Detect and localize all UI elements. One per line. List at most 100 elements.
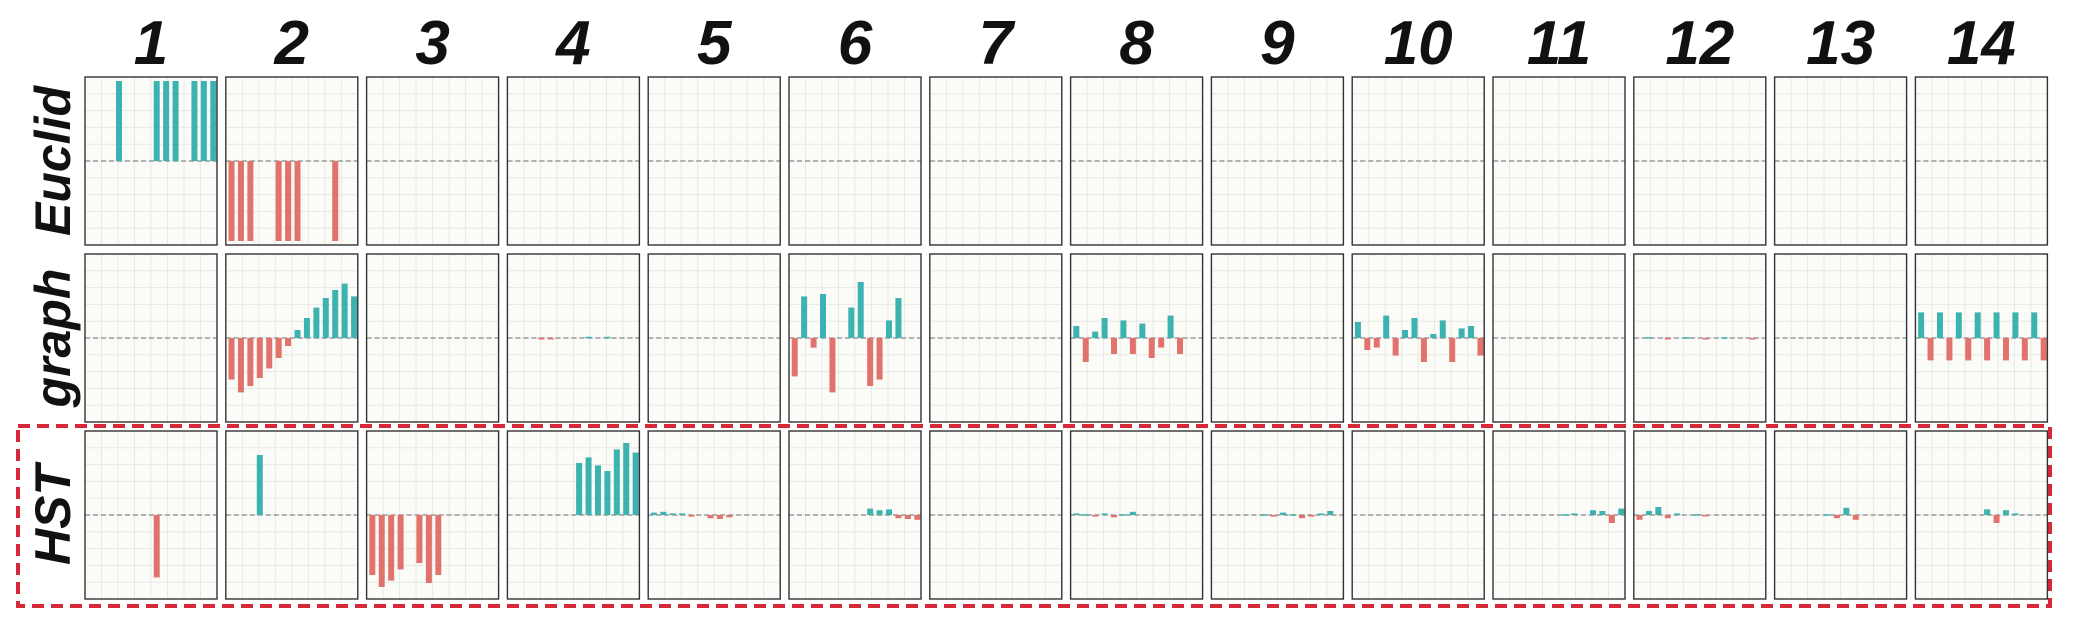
- panel-frame: [506, 76, 641, 246]
- column-label: 3: [415, 9, 449, 78]
- bar: [1468, 326, 1475, 338]
- bar: [116, 81, 122, 161]
- bar: [210, 81, 217, 161]
- bar: [1618, 508, 1625, 515]
- panel-frame: [1210, 253, 1345, 423]
- bar: [650, 512, 657, 515]
- bar: [1411, 318, 1418, 338]
- bar: [1327, 511, 1334, 515]
- bar: [1458, 328, 1465, 338]
- bar: [1965, 338, 1972, 361]
- bar: [341, 283, 348, 338]
- bar: [332, 290, 339, 338]
- bar: [1599, 511, 1606, 515]
- bar: [1984, 509, 1991, 515]
- bar: [1280, 512, 1287, 515]
- column-label: 12: [1665, 9, 1734, 78]
- panel-frame: [1351, 76, 1485, 246]
- panel-frame: [1069, 430, 1204, 600]
- panel-frame: [225, 253, 359, 423]
- highlight-box: [16, 424, 2052, 608]
- bar: [886, 320, 892, 338]
- bar: [1636, 515, 1643, 520]
- bar: [1167, 315, 1174, 338]
- bar: [237, 338, 244, 393]
- column-label: 2: [274, 9, 309, 78]
- bar: [1608, 515, 1615, 523]
- panel-frame: [365, 430, 500, 600]
- bar: [1120, 514, 1127, 516]
- bar: [1702, 515, 1709, 517]
- bar: [1148, 338, 1155, 358]
- bar: [200, 81, 207, 161]
- bar: [1918, 312, 1925, 338]
- bar: [707, 515, 714, 519]
- bar: [1645, 337, 1652, 339]
- bar: [1073, 326, 1080, 338]
- bar: [904, 515, 911, 519]
- bar: [1936, 312, 1943, 338]
- bar: [1824, 514, 1831, 516]
- column-label: 10: [1384, 9, 1453, 78]
- bar: [1927, 338, 1934, 361]
- bar: [2021, 338, 2028, 361]
- bar: [266, 338, 273, 369]
- bar: [876, 510, 883, 515]
- bar: [2002, 338, 2009, 361]
- panel-frame: [1492, 253, 1626, 423]
- bar: [547, 338, 554, 340]
- panel-frame: [647, 76, 781, 246]
- bar: [1664, 338, 1671, 340]
- bar: [1270, 515, 1277, 517]
- panel-frame: [365, 253, 500, 423]
- bar: [303, 318, 310, 338]
- row-label: HST: [25, 461, 81, 565]
- bar: [2012, 513, 2019, 515]
- panel-frame: [1773, 253, 1908, 423]
- bar: [228, 338, 235, 380]
- panel-frame: [1069, 76, 1204, 246]
- bar: [829, 338, 836, 393]
- bar: [1664, 515, 1671, 519]
- bar: [1139, 323, 1146, 338]
- bar: [378, 515, 385, 587]
- bar: [2031, 312, 2038, 338]
- column-label: 9: [1260, 9, 1295, 78]
- bar: [1984, 338, 1991, 361]
- bar: [576, 463, 583, 515]
- row-label: Euclid: [25, 85, 81, 236]
- bar: [791, 338, 798, 377]
- bar: [613, 449, 620, 515]
- bar: [416, 515, 423, 563]
- panel-frame: [788, 76, 922, 246]
- column-label: 5: [697, 9, 733, 78]
- panel-frame: [506, 253, 641, 423]
- panel-frame: [1914, 430, 2049, 600]
- bar: [1974, 312, 1981, 338]
- bar: [1373, 338, 1380, 348]
- bar: [1946, 338, 1953, 361]
- bar: [2012, 312, 2019, 338]
- bar: [1833, 515, 1840, 519]
- bar: [1439, 320, 1446, 338]
- bar: [914, 515, 921, 520]
- bar: [1430, 334, 1437, 338]
- panel-frame: [647, 253, 781, 423]
- bar: [1749, 338, 1756, 340]
- panel-frame: [1351, 253, 1485, 423]
- bar: [1993, 515, 2000, 523]
- panel-frame: [1773, 430, 1908, 600]
- bar: [1674, 513, 1681, 515]
- bar: [1683, 337, 1690, 339]
- bar: [1129, 511, 1136, 515]
- bar: [1383, 315, 1390, 338]
- bar: [275, 338, 282, 358]
- bar: [1561, 514, 1568, 516]
- bar: [867, 338, 874, 386]
- bar: [1082, 338, 1089, 362]
- bar: [228, 161, 235, 241]
- panel-frame: [84, 430, 218, 600]
- panel-frame: [1914, 253, 2049, 423]
- bar: [594, 465, 601, 515]
- bar: [669, 513, 676, 515]
